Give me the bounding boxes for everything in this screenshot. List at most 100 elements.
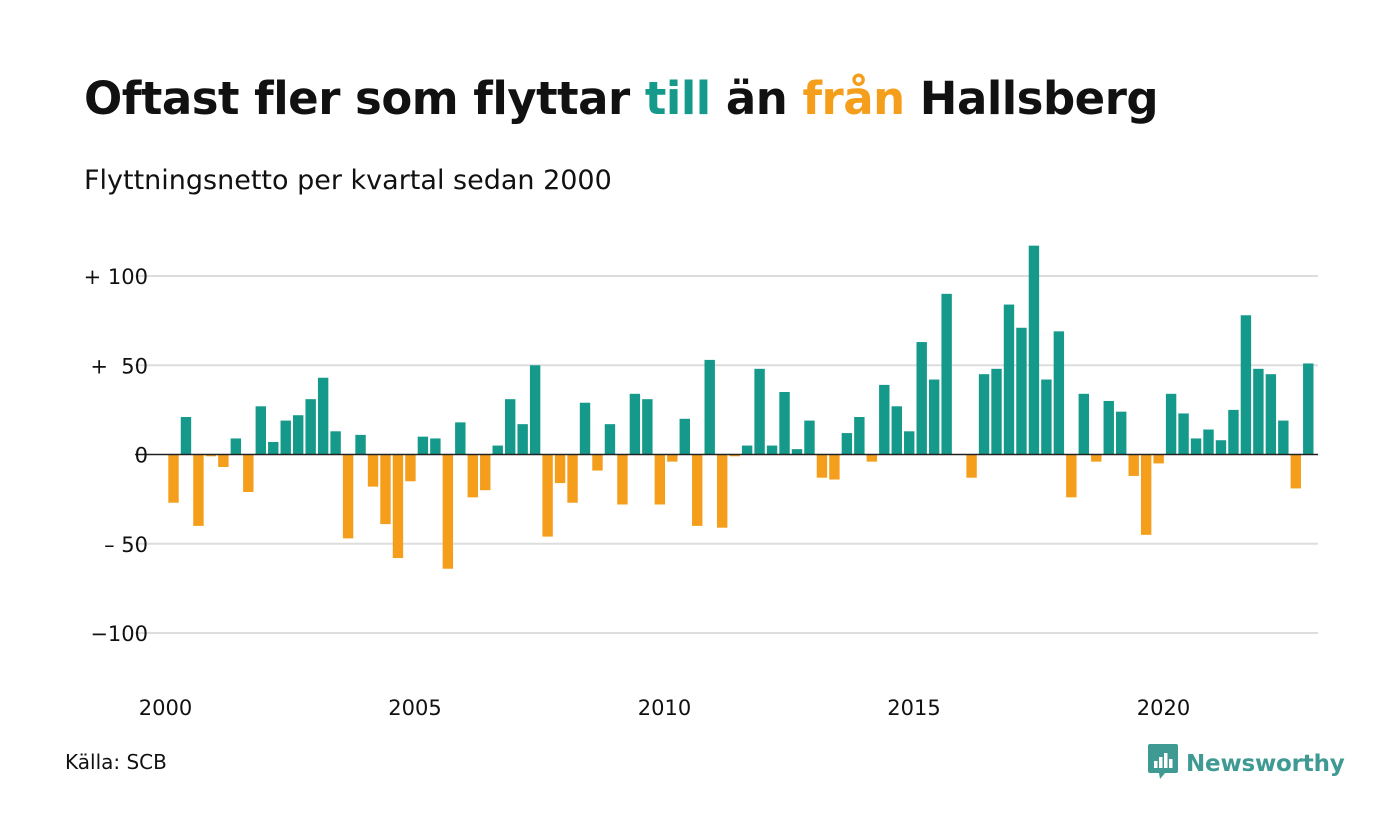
- bar-positive: 2020-K1: 34: [1165, 393, 1177, 455]
- bar-positive: 2008-K2: 29: [579, 402, 591, 455]
- bar-negative: 2000-K3: -40: [193, 454, 204, 526]
- bar-negative: 2006-K2: -20: [480, 454, 491, 491]
- bar-positive: 2021-K4: 48: [1253, 368, 1264, 455]
- bar-positive: 2019-K1: 24: [1116, 411, 1127, 455]
- bar-positive: 2018-K2: 34: [1078, 393, 1090, 455]
- bar-positive: 2003-K4: 11: [355, 434, 366, 455]
- bar-negative: 2022-K3: -19: [1290, 454, 1301, 489]
- title-part-1: Oftast fler som flyttar: [84, 72, 645, 125]
- gridlines: [135, 275, 1318, 634]
- bar-negative: 2018-K3: -4: [1091, 454, 1102, 462]
- bar-positive: 2007-K1: 17: [517, 424, 528, 455]
- y-axis-labels: + 100 + 50 0 – 50 −100: [84, 265, 148, 646]
- bar-positive: 2022-K1: 45: [1265, 374, 1277, 455]
- bar-positive: 2011-K4: 48: [754, 368, 765, 455]
- bar-positive: 2005-K1: 10: [417, 436, 429, 455]
- bar-positive: 2020-K4: 14: [1203, 429, 1214, 455]
- bar-positive: 2017-K3: 42: [1041, 379, 1052, 455]
- bar-positive: 2005-K4: 18: [455, 422, 466, 455]
- brand-name: Newsworthy: [1186, 751, 1345, 777]
- chart-subtitle: Flyttningsnetto per kvartal sedan 2000: [84, 165, 612, 196]
- source-note: Källa: SCB: [65, 750, 167, 774]
- bar-negative: 2019-K4: -5: [1153, 454, 1164, 464]
- newsworthy-logo: Newsworthy: [1148, 744, 1345, 784]
- bar-positive: 2010-K4: 53: [704, 359, 715, 455]
- bar-negative: 2018-K1: -24: [1066, 454, 1077, 498]
- y-tick-label: + 100: [84, 265, 148, 289]
- x-tick-label: 2000: [139, 696, 192, 720]
- bar-negative: 2000-K4: -1: [205, 454, 217, 457]
- bar-positive: 2007-K2: 50: [529, 365, 541, 455]
- bar-negative: 2014-K1: -4: [866, 454, 878, 462]
- bar-positive: 2010-K2: 20: [679, 418, 690, 455]
- bar-positive: 2012-K3: 3: [791, 449, 803, 455]
- title-word-till: till: [644, 72, 711, 125]
- bars: 2000-K1: -272000-K2: 212000-K3: -402000-…: [168, 245, 1314, 569]
- bar-positive: 2012-K2: 35: [779, 392, 790, 455]
- bar-positive: 2013-K4: 21: [854, 417, 865, 455]
- bar-positive: 2002-K4: 31: [305, 399, 316, 455]
- bar-positive: 2014-K3: 27: [891, 406, 902, 455]
- bar-positive: 2016-K2: 45: [978, 374, 990, 455]
- bar-negative: 2009-K1: -28: [617, 454, 628, 505]
- bar-negative: 2013-K1: -13: [816, 454, 828, 478]
- bar-positive: 2006-K3: 5: [492, 445, 503, 455]
- bar-negative: 2019-K3: -45: [1140, 454, 1152, 535]
- bar-positive: 2003-K1: 43: [317, 377, 329, 455]
- bar-negative: 2013-K2: -14: [829, 454, 840, 480]
- x-tick-label: 2010: [638, 696, 691, 720]
- page-title: Oftast fler som flyttar till än från Hal…: [84, 72, 1159, 125]
- bar-negative: 2004-K4: -15: [405, 454, 416, 482]
- bar-chart: 2000-K1: -272000-K2: 212000-K3: -402000-…: [84, 245, 1318, 720]
- bar-positive: 2015-K2: 42: [928, 379, 940, 455]
- bar-positive: 2021-K2: 25: [1228, 409, 1239, 455]
- bar-positive: 2002-K3: 22: [293, 415, 304, 455]
- bar-positive: 2017-K2: 117: [1028, 245, 1040, 455]
- bar-positive: 2003-K2: 13: [330, 431, 341, 455]
- bar-positive: 2017-K1: 71: [1016, 327, 1027, 455]
- bar-positive: 2015-K3: 90: [941, 293, 952, 455]
- title-part-3: Hallsberg: [904, 72, 1159, 125]
- bar-negative: 2004-K1: -18: [367, 454, 379, 487]
- bar-negative: 2008-K1: -27: [567, 454, 578, 503]
- bar-negative: 2008-K3: -9: [592, 454, 603, 471]
- bar-negative: 2010-K1: -4: [667, 454, 678, 462]
- bar-positive: 2008-K4: 17: [604, 424, 616, 455]
- bar-positive: 2021-K3: 78: [1240, 315, 1252, 455]
- bar-negative: 2010-K3: -40: [692, 454, 703, 526]
- bar-negative: 2007-K3: -46: [542, 454, 553, 537]
- bar-negative: 2005-K3: -64: [442, 454, 454, 569]
- bar-negative: 2000-K1: -27: [168, 454, 179, 503]
- bar-positive: 2020-K2: 23: [1178, 413, 1189, 455]
- bar-negative: 2011-K1: -41: [716, 454, 728, 528]
- bar-negative: 2011-K2: -1: [729, 454, 740, 457]
- title-part-2: än: [710, 72, 803, 125]
- bar-negative: 2001-K3: -21: [243, 454, 254, 492]
- bar-positive: 2015-K1: 63: [916, 342, 927, 455]
- bar-positive: 2021-K1: 8: [1215, 440, 1227, 455]
- bar-positive: 2012-K4: 19: [804, 420, 815, 455]
- bar-negative: 2001-K1: -7: [218, 454, 229, 467]
- y-tick-label: −100: [90, 622, 148, 646]
- title-word-fran: från: [802, 72, 905, 125]
- y-tick-label: + 50: [90, 354, 148, 378]
- bar-positive: 2012-K1: 5: [766, 445, 778, 455]
- bar-positive: 2017-K4: 69: [1053, 331, 1065, 455]
- bar-positive: 2018-K4: 30: [1103, 400, 1114, 455]
- bar-positive: 2022-K4: 51: [1303, 363, 1314, 455]
- bar-negative: 2009-K4: -28: [654, 454, 666, 505]
- bar-positive: 2022-K2: 19: [1278, 420, 1289, 455]
- bar-positive: 2000-K2: 21: [180, 417, 192, 455]
- x-tick-label: 2015: [887, 696, 940, 720]
- bar-positive: 2020-K3: 9: [1190, 438, 1202, 455]
- x-axis-labels: 2000 2005 2010 2015 2020: [139, 696, 1190, 720]
- bar-positive: 2014-K2: 39: [879, 384, 890, 455]
- bar-positive: 2009-K2: 34: [629, 393, 641, 455]
- x-tick-label: 2020: [1137, 696, 1190, 720]
- bar-positive: 2002-K2: 19: [280, 420, 291, 455]
- y-tick-label: 0: [135, 444, 148, 468]
- bar-negative: 2016-K1: -13: [966, 454, 977, 478]
- bar-positive: 2001-K2: 9: [230, 438, 242, 455]
- bar-positive: 2011-K3: 5: [741, 445, 753, 455]
- bar-positive: 2016-K4: 84: [1003, 304, 1015, 455]
